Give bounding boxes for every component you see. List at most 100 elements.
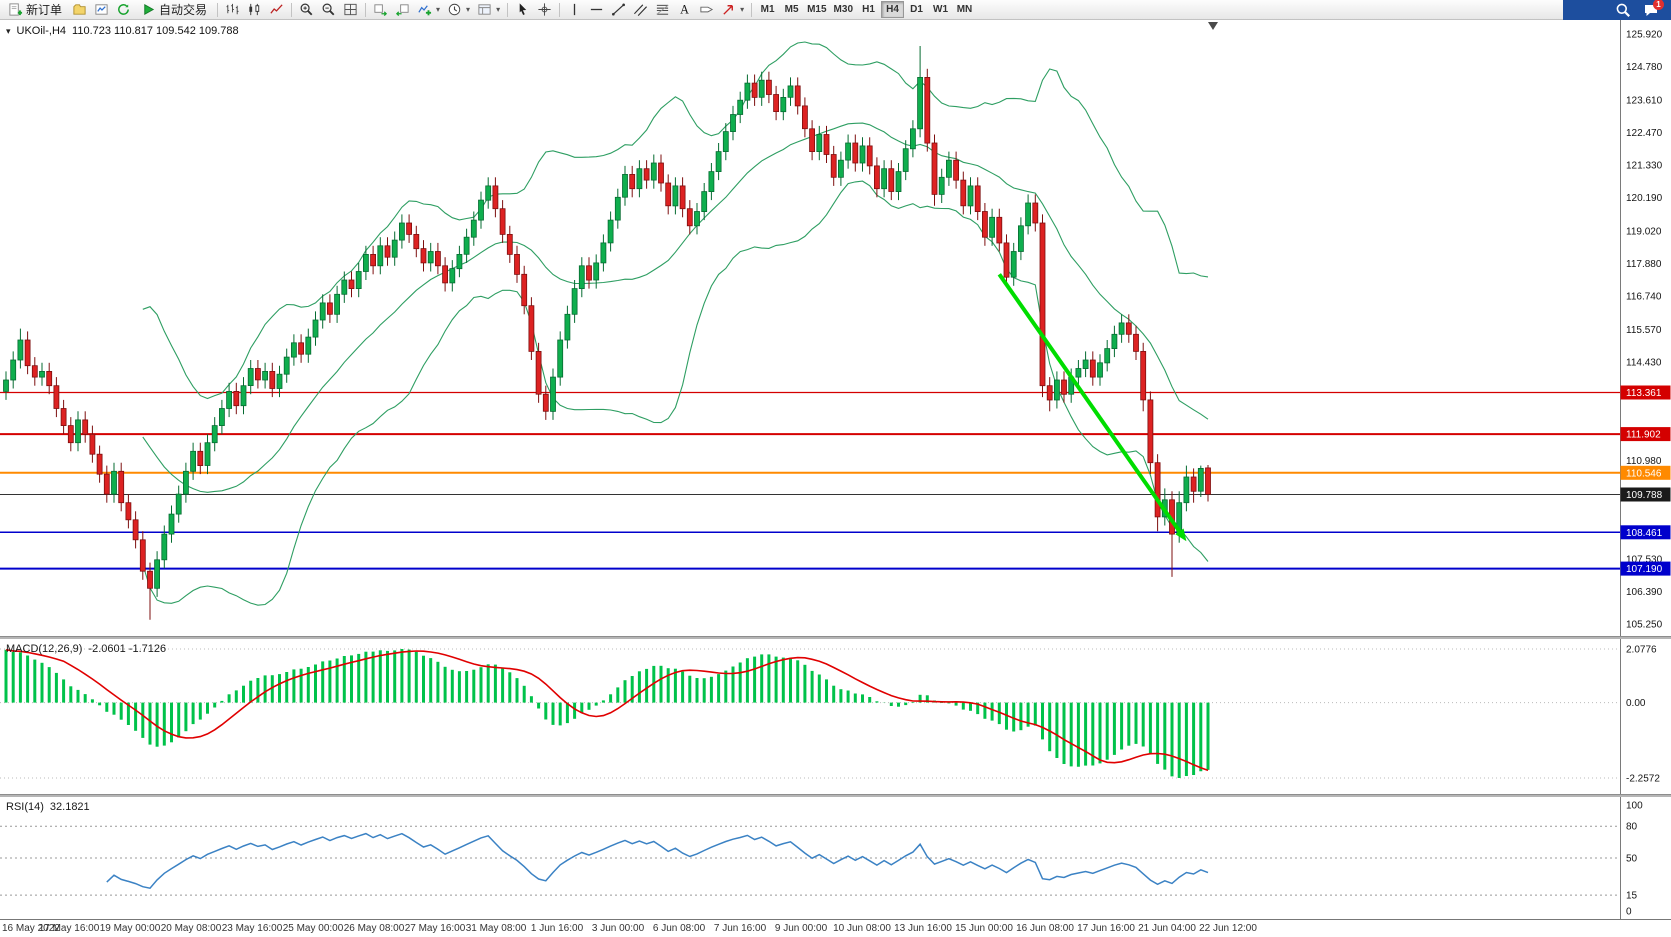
chartdoc-icon [95, 4, 108, 15]
zoom-out-button[interactable] [318, 1, 339, 19]
macd-values: -2.0601 -1.7126 [88, 643, 167, 655]
svg-text:125.920: 125.920 [1626, 30, 1663, 41]
svg-text:116.740: 116.740 [1626, 292, 1662, 303]
fibonacci-button[interactable] [652, 1, 673, 19]
timeframe-m5-button[interactable]: M5 [784, 4, 799, 15]
arrows-button[interactable]: ▾ [718, 1, 747, 19]
svg-text:50: 50 [1626, 854, 1638, 865]
main-chart-pane[interactable]: 125.920 124.780 123.610 122.470 121.330 120.1… [0, 20, 1671, 636]
svg-text:110.546: 110.546 [1626, 468, 1662, 479]
fibo-icon [656, 4, 669, 15]
time-label: 9 Jun 00:00 [774, 923, 828, 934]
templates-button[interactable]: ▾ [474, 1, 503, 19]
svg-text:121.330: 121.330 [1626, 161, 1663, 172]
crosshair-button[interactable] [534, 1, 555, 19]
rsi-axis[interactable]: 100 80 50 15 0 [1620, 797, 1644, 919]
timeframe-m30-button[interactable]: M30 [833, 4, 853, 15]
new-order-button[interactable]: 新订单 [2, 1, 68, 19]
macd-pane[interactable]: 2.0776 0.00 -2.2572 MACD(12,26,9) -2.0601 … [0, 639, 1671, 794]
time-label: 22 Jun 12:00 [1199, 923, 1257, 934]
timeframe-m15-button[interactable]: M15 [807, 4, 827, 15]
line-chart-button[interactable] [266, 1, 287, 19]
time-label: 10 Jun 08:00 [833, 923, 891, 934]
toolbar-separator [559, 2, 561, 17]
time-label: 17 May 16:00 [38, 923, 100, 934]
svg-text:110.980: 110.980 [1626, 456, 1662, 467]
time-label: 16 May 2022 [2, 923, 60, 934]
time-label: 1 Jun 16:00 [530, 923, 584, 934]
chart-shift-button[interactable] [392, 1, 413, 19]
ohlc-values: 110.723 110.817 109.542 109.788 [72, 25, 239, 37]
price-axis[interactable]: 125.920 124.780 123.610 122.470 121.330 120.1… [1620, 20, 1671, 636]
bollinger-bands [142, 41, 1209, 606]
folder-icon [73, 4, 86, 15]
horizontal-lines[interactable] [0, 391, 1620, 570]
rsi-pane[interactable]: 100 80 50 15 0 RSI(14) 32.1821 [0, 797, 1671, 919]
toolbar-separator [507, 2, 509, 17]
vertical-line-button[interactable] [564, 1, 585, 19]
label-tool-button[interactable] [696, 1, 717, 19]
time-label: 27 May 16:00 [404, 923, 466, 934]
timeframe-d1-button[interactable]: D1 [910, 4, 923, 15]
tile-windows-button[interactable] [340, 1, 361, 19]
time-label: 15 Jun 00:00 [955, 923, 1013, 934]
candlestick-chart-button[interactable] [244, 1, 265, 19]
indicators-button[interactable]: ▾ [414, 1, 443, 19]
chart-window-button[interactable] [91, 1, 112, 19]
trendline-button[interactable] [608, 1, 629, 19]
titlebar-right: 1 [1563, 0, 1671, 20]
text-tool-button[interactable]: A [674, 1, 695, 19]
time-axis[interactable]: 16 May 2022 17 May 16:00 19 May 00:00 20 Ma… [0, 919, 1671, 937]
timeframe-w1-button[interactable]: W1 [933, 4, 948, 15]
zoomin-icon [300, 3, 313, 16]
notification-badge: 1 [1653, 0, 1664, 10]
candles [3, 46, 1211, 620]
macd-indicator-label: MACD(12,26,9) -2.0601 -1.7126 [6, 643, 166, 655]
rsi-line [106, 832, 1209, 890]
refresh-button[interactable] [113, 1, 134, 19]
svg-text:-2.2572: -2.2572 [1626, 774, 1660, 785]
svg-text:119.020: 119.020 [1626, 227, 1662, 238]
svg-text:105.250: 105.250 [1626, 620, 1663, 631]
macd-histogram [4, 649, 1210, 778]
trend-arrow[interactable] [997, 273, 1187, 542]
search-icon [1616, 3, 1630, 17]
time-label: 3 Jun 00:00 [591, 923, 645, 934]
symbol-dropdown-icon[interactable]: ▾ [6, 25, 11, 36]
time-label: 20 May 08:00 [160, 923, 222, 934]
periods-button[interactable]: ▾ [444, 1, 473, 19]
autotrading-button[interactable]: 自动交易 [135, 1, 213, 19]
chart-shift-marker[interactable] [1208, 22, 1218, 30]
timeframe-h4-button[interactable]: H4 [881, 1, 904, 18]
timeframe-h1-button[interactable]: H1 [862, 4, 875, 15]
search-button[interactable] [1615, 2, 1631, 18]
macd-grid [0, 648, 1620, 779]
bar-chart-button[interactable] [222, 1, 243, 19]
svg-text:122.470: 122.470 [1626, 128, 1663, 139]
svg-text:124.780: 124.780 [1626, 62, 1663, 73]
svg-text:120.190: 120.190 [1626, 193, 1663, 204]
zoom-in-button[interactable] [296, 1, 317, 19]
timeframe-mn-button[interactable]: MN [956, 4, 973, 15]
svg-text:114.430: 114.430 [1626, 358, 1662, 369]
svg-text:123.610: 123.610 [1626, 95, 1663, 106]
profiles-button[interactable] [69, 1, 90, 19]
pane-splitter[interactable] [0, 636, 1671, 639]
macd-axis[interactable]: 2.0776 0.00 -2.2572 [1620, 639, 1661, 794]
time-label: 17 Jun 16:00 [1077, 923, 1135, 934]
rsi-levels [0, 825, 1620, 896]
time-label: 31 May 08:00 [465, 923, 527, 934]
horizontal-line-button[interactable] [586, 1, 607, 19]
time-label: 19 May 00:00 [99, 923, 161, 934]
auto-scroll-button[interactable] [370, 1, 391, 19]
pane-splitter[interactable] [0, 794, 1671, 797]
cursor-button[interactable] [512, 1, 533, 19]
crosshair-icon [538, 3, 551, 16]
line-icon [270, 4, 283, 14]
timeframe-m1-button[interactable]: M1 [760, 4, 775, 15]
svg-text:106.390: 106.390 [1626, 587, 1663, 598]
notifications-button[interactable]: 1 [1643, 0, 1664, 18]
macd-name: MACD(12,26,9) [6, 643, 83, 655]
equidistant-channel-button[interactable] [630, 1, 651, 19]
